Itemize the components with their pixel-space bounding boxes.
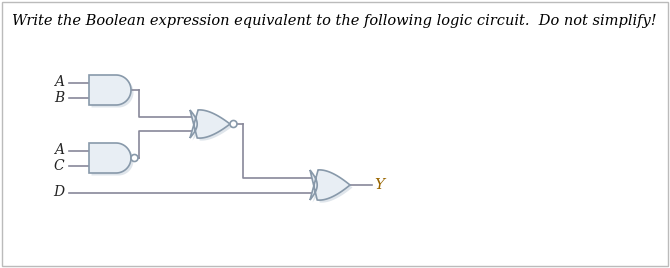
Text: D: D [53, 185, 64, 199]
Circle shape [131, 154, 138, 162]
Polygon shape [92, 77, 133, 107]
Polygon shape [192, 112, 232, 141]
Polygon shape [89, 75, 131, 105]
Text: Y: Y [374, 178, 384, 192]
Polygon shape [312, 172, 352, 203]
Text: A: A [54, 143, 64, 158]
Circle shape [230, 121, 237, 128]
Polygon shape [89, 143, 131, 173]
Text: C: C [54, 158, 64, 173]
Text: A: A [54, 76, 64, 90]
Polygon shape [310, 170, 350, 200]
Text: B: B [54, 91, 64, 105]
Polygon shape [190, 110, 230, 138]
Text: Write the Boolean expression equivalent to the following logic circuit.  Do not : Write the Boolean expression equivalent … [12, 14, 657, 28]
Polygon shape [92, 146, 133, 176]
